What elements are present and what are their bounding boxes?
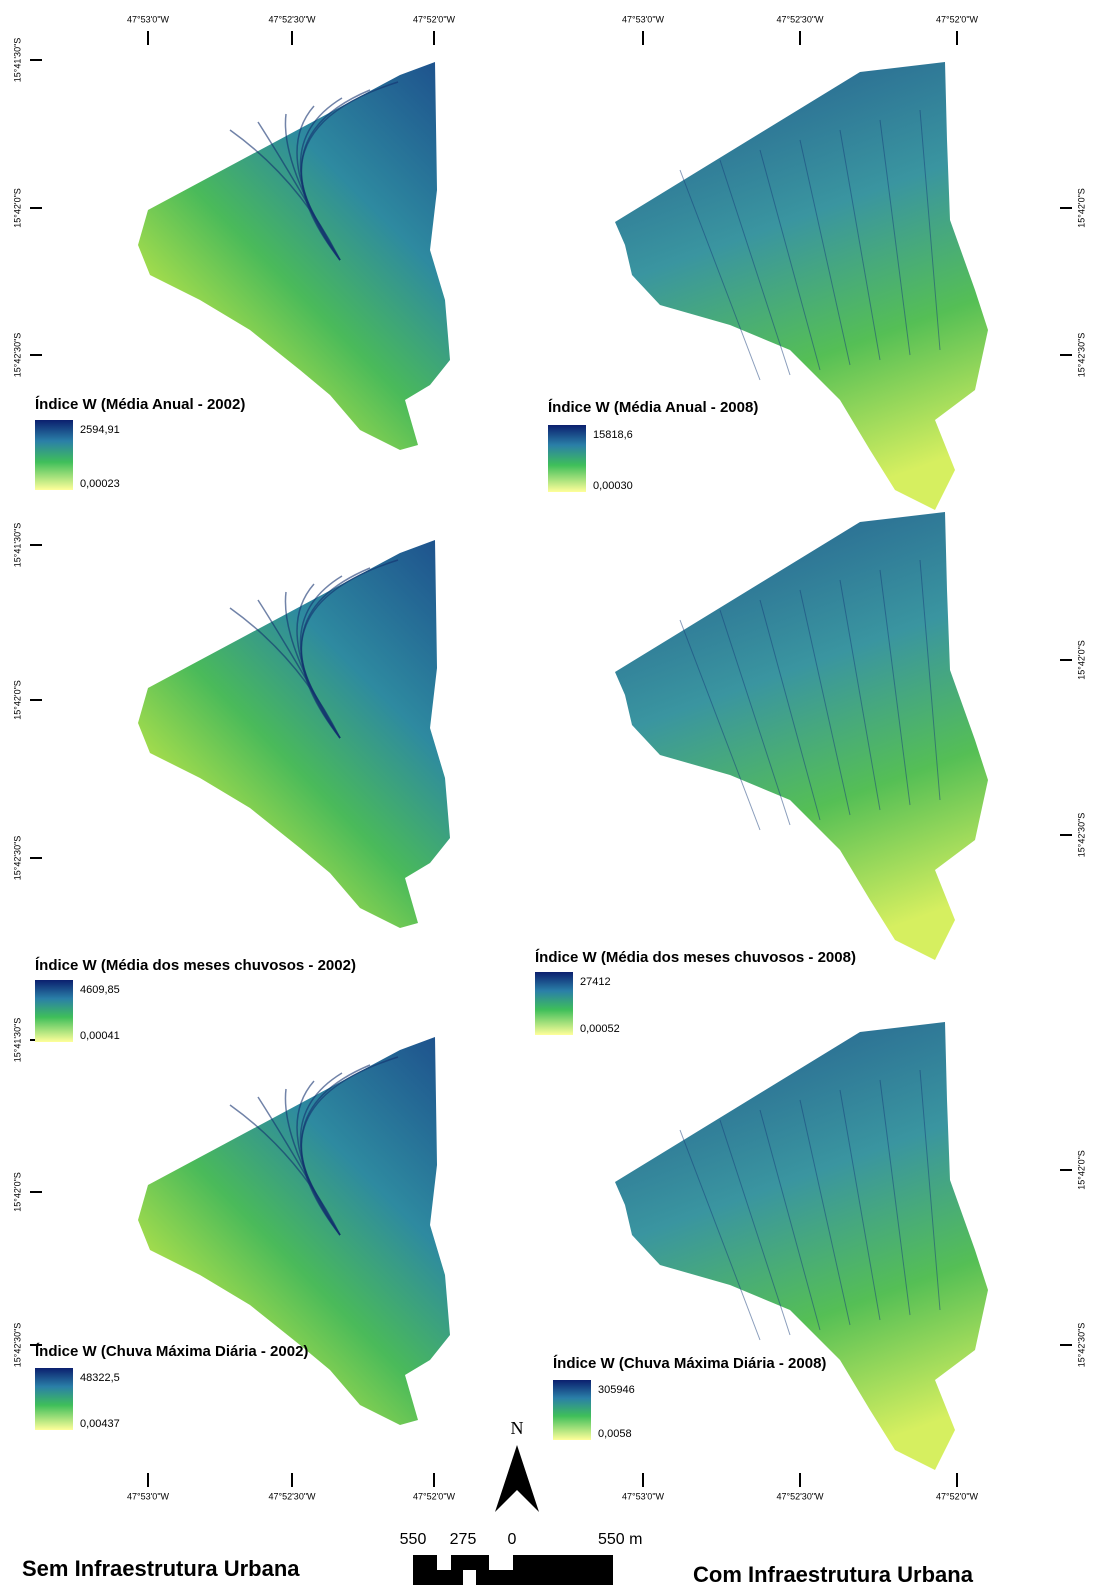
drainage-line (300, 81, 399, 261)
legend-title: Índice W (Média Anual - 2008) (548, 399, 758, 416)
legend-min: 0,00052 (580, 1023, 620, 1035)
north-label: N (511, 1418, 524, 1438)
legend-min: 0,00437 (80, 1418, 120, 1430)
latitude-label: 15°42'30"S (1076, 813, 1086, 858)
street-line (679, 169, 761, 381)
watershed-map (615, 512, 988, 960)
street-line (799, 1099, 851, 1326)
watershed-map (615, 1022, 988, 1470)
legend-title: Índice W (Média Anual - 2002) (35, 396, 245, 413)
longitude-label: 47°52'30"W (268, 14, 316, 24)
street-line (679, 1129, 761, 1341)
longitude-label: 47°53'0"W (127, 14, 170, 24)
watershed-map (138, 540, 450, 928)
map-layer (138, 62, 988, 1470)
legend-max: 48322,5 (80, 1372, 120, 1384)
street-line (719, 159, 791, 376)
latitude-label: 15°42'30"S (12, 333, 22, 378)
street-line (759, 599, 821, 821)
street-line (799, 139, 851, 366)
legend-ramp (35, 1368, 73, 1430)
street-line (799, 589, 851, 816)
latitude-label: 15°41'30"S (12, 1018, 22, 1063)
legend-max: 4609,85 (80, 984, 120, 996)
legend-min: 0,0058 (598, 1428, 632, 1440)
latitude-label: 15°42'0"S (1076, 1150, 1086, 1190)
legend-min: 0,00030 (593, 480, 633, 492)
legend-title: Índice W (Chuva Máxima Diária - 2008) (553, 1355, 826, 1372)
caption: Com Infraestrutura Urbana (693, 1562, 974, 1585)
longitude-label: 47°53'0"W (622, 1491, 665, 1501)
legend-min: 0,00023 (80, 478, 120, 490)
latitude-label: 15°41'30"S (12, 523, 22, 568)
scale-label: 550 (400, 1531, 427, 1548)
street-line (759, 1109, 821, 1331)
legend-ramp (553, 1380, 591, 1440)
street-line (679, 619, 761, 831)
latitude-label: 15°42'30"S (1076, 1323, 1086, 1368)
latitude-label: 15°42'30"S (1076, 333, 1086, 378)
longitude-label: 47°53'0"W (622, 14, 665, 24)
street-line (919, 559, 941, 801)
legend-ramp (35, 980, 73, 1042)
longitude-label: 47°52'0"W (413, 14, 456, 24)
street-line (879, 569, 911, 806)
longitude-label: 47°53'0"W (127, 1491, 170, 1501)
legend-min: 0,00041 (80, 1030, 120, 1042)
legend-max: 27412 (580, 976, 611, 988)
street-line (719, 609, 791, 826)
scale-bar (413, 1555, 613, 1585)
north-arrow (495, 1445, 539, 1512)
longitude-label: 47°52'30"W (776, 1491, 824, 1501)
caption: Sem Infraestrutura Urbana (22, 1556, 300, 1581)
legend-max: 15818,6 (593, 429, 633, 441)
street-line (839, 129, 881, 361)
scale-label: 0 (508, 1531, 517, 1548)
drainage-line (300, 1056, 399, 1236)
street-line (759, 149, 821, 371)
legend-ramp (548, 425, 586, 492)
legend-ramp (35, 420, 73, 490)
street-line (879, 119, 911, 356)
street-line (719, 1119, 791, 1336)
legend-ramp (535, 972, 573, 1035)
legend-max: 305946 (598, 1384, 635, 1396)
longitude-label: 47°52'0"W (413, 1491, 456, 1501)
longitude-label: 47°52'0"W (936, 1491, 979, 1501)
latitude-label: 15°42'0"S (1076, 640, 1086, 680)
longitude-label: 47°52'30"W (268, 1491, 316, 1501)
street-line (839, 579, 881, 811)
labels: 47°53'0"W 47°52'30"W 47°52'0"W 47°53'0"W 47°… (12, 14, 1086, 1585)
latitude-label: 15°42'0"S (12, 1172, 22, 1212)
legend-title: Índice W (Média dos meses chuvosos - 200… (535, 949, 856, 966)
street-line (839, 1089, 881, 1321)
street-line (919, 109, 941, 351)
legend-title: Índice W (Chuva Máxima Diária - 2002) (35, 1343, 308, 1360)
legend-max: 2594,91 (80, 424, 120, 436)
latitude-label: 15°42'30"S (12, 1323, 22, 1368)
latitude-label: 15°42'0"S (1076, 188, 1086, 228)
watershed-map (138, 1037, 450, 1425)
scale-label: 275 (450, 1531, 477, 1548)
latitude-label: 15°42'0"S (12, 188, 22, 228)
watershed-map (138, 62, 450, 450)
scale-label: 550 m (598, 1531, 642, 1548)
longitude-label: 47°52'30"W (776, 14, 824, 24)
street-line (919, 1069, 941, 1311)
latitude-label: 15°41'30"S (12, 38, 22, 83)
longitude-label: 47°52'0"W (936, 14, 979, 24)
legend-title: Índice W (Média dos meses chuvosos - 200… (35, 957, 356, 974)
latitude-label: 15°42'30"S (12, 836, 22, 881)
street-line (879, 1079, 911, 1316)
latitude-label: 15°42'0"S (12, 680, 22, 720)
drainage-line (300, 559, 399, 739)
watershed-map (615, 62, 988, 510)
